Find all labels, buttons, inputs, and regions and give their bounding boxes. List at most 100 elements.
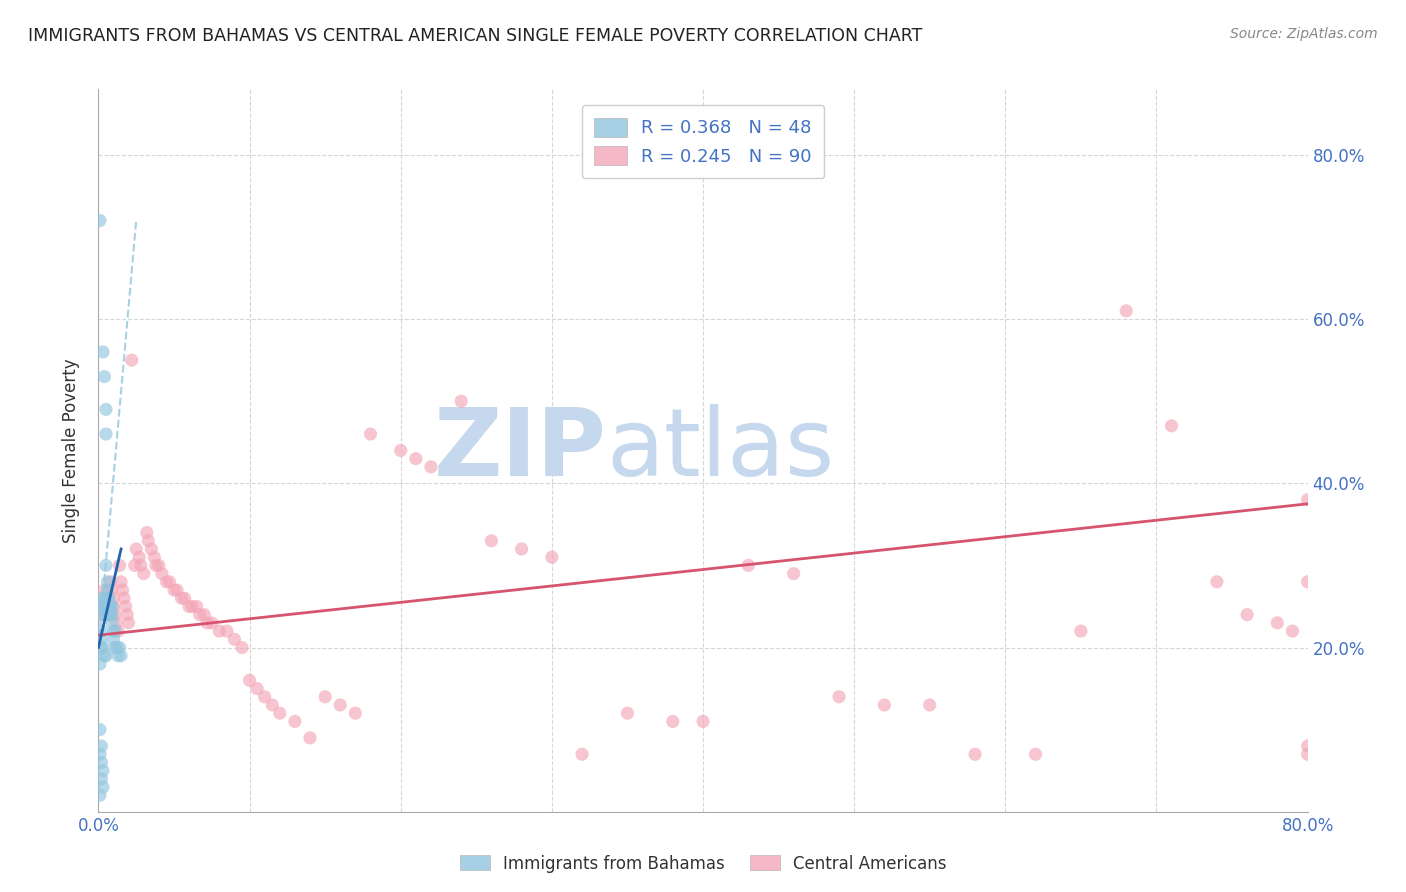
Point	[737, 558, 759, 573]
Text: atlas: atlas	[606, 404, 835, 497]
Point	[100, 574, 122, 589]
Point	[108, 640, 131, 655]
Point	[145, 558, 167, 573]
Point	[98, 607, 121, 622]
Point	[1024, 747, 1046, 762]
Point	[104, 624, 127, 639]
Point	[104, 640, 127, 655]
Point	[105, 615, 128, 630]
Point	[224, 632, 246, 647]
Point	[1281, 624, 1303, 639]
Point	[89, 213, 111, 227]
Point	[965, 747, 987, 762]
Point	[1296, 747, 1319, 762]
Point	[783, 566, 806, 581]
Point	[873, 698, 896, 712]
Point	[195, 615, 218, 630]
Point	[96, 582, 118, 597]
Point	[141, 541, 163, 556]
Point	[93, 582, 115, 597]
Point	[96, 591, 118, 606]
Point	[344, 706, 367, 721]
Y-axis label: Single Female Poverty: Single Female Poverty	[62, 359, 80, 542]
Point	[96, 574, 118, 589]
Point	[90, 640, 112, 655]
Point	[201, 615, 224, 630]
Point	[129, 558, 152, 573]
Point	[91, 599, 114, 614]
Point	[101, 599, 124, 614]
Point	[103, 599, 125, 614]
Point	[208, 624, 231, 639]
Point	[110, 574, 132, 589]
Point	[90, 772, 112, 786]
Point	[1296, 574, 1319, 589]
Point	[114, 599, 136, 614]
Point	[692, 714, 714, 729]
Point	[193, 607, 215, 622]
Point	[94, 648, 117, 663]
Point	[1206, 574, 1229, 589]
Text: ZIP: ZIP	[433, 404, 606, 497]
Point	[98, 599, 121, 614]
Point	[100, 599, 122, 614]
Point	[94, 599, 117, 614]
Point	[269, 706, 291, 721]
Point	[1160, 418, 1182, 433]
Point	[246, 681, 269, 696]
Point	[111, 582, 134, 597]
Point	[616, 706, 638, 721]
Point	[89, 657, 111, 671]
Point	[96, 599, 118, 614]
Point	[101, 607, 124, 622]
Point	[1267, 615, 1289, 630]
Point	[112, 591, 135, 606]
Point	[253, 690, 276, 704]
Point	[132, 566, 155, 581]
Point	[239, 673, 262, 688]
Point	[103, 632, 125, 647]
Point	[118, 615, 141, 630]
Point	[148, 558, 170, 573]
Point	[136, 533, 159, 548]
Point	[262, 698, 284, 712]
Point	[94, 591, 117, 606]
Point	[101, 582, 124, 597]
Text: Source: ZipAtlas.com: Source: ZipAtlas.com	[1230, 27, 1378, 41]
Point	[125, 541, 148, 556]
Point	[91, 345, 114, 359]
Point	[1296, 739, 1319, 753]
Point	[1236, 607, 1258, 622]
Point	[1296, 492, 1319, 507]
Point	[188, 607, 211, 622]
Point	[91, 780, 114, 794]
Legend: Immigrants from Bahamas, Central Americans: Immigrants from Bahamas, Central America…	[453, 848, 953, 880]
Point	[94, 402, 117, 417]
Point	[186, 599, 208, 614]
Point	[360, 427, 382, 442]
Point	[89, 723, 111, 737]
Point	[329, 698, 352, 712]
Point	[103, 624, 125, 639]
Point	[231, 640, 253, 655]
Point	[1070, 624, 1092, 639]
Point	[450, 394, 472, 409]
Point	[918, 698, 941, 712]
Point	[420, 459, 443, 474]
Point	[91, 764, 114, 778]
Point	[98, 591, 121, 606]
Point	[540, 550, 562, 565]
Point	[159, 574, 181, 589]
Point	[661, 714, 683, 729]
Point	[94, 427, 117, 442]
Point	[124, 558, 146, 573]
Point	[100, 607, 122, 622]
Point	[571, 747, 593, 762]
Point	[89, 747, 111, 762]
Point	[91, 607, 114, 622]
Point	[107, 624, 129, 639]
Point	[163, 582, 186, 597]
Point	[90, 599, 112, 614]
Point	[121, 353, 143, 368]
Point	[90, 624, 112, 639]
